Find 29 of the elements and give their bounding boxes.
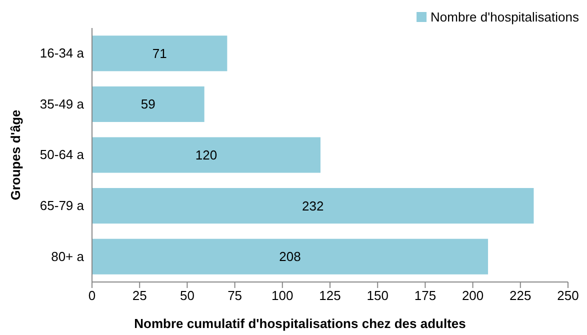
legend-label: Nombre d'hospitalisations — [430, 10, 580, 24]
data-label: 120 — [195, 148, 218, 162]
x-tick-label: 200 — [462, 288, 484, 304]
x-tick-label: 125 — [319, 288, 341, 304]
x-tick-label: 25 — [132, 288, 147, 304]
data-label: 208 — [279, 249, 301, 264]
x-tick-label: 150 — [366, 288, 388, 304]
data-label: 71 — [152, 46, 167, 61]
bar — [92, 238, 488, 274]
x-tick-label: 0 — [88, 288, 96, 304]
x-tick-label: 250 — [557, 288, 579, 304]
x-tick-label: 100 — [272, 288, 294, 304]
bar — [92, 188, 534, 224]
bar — [92, 86, 204, 122]
y-tick-label: 65-79 a — [40, 198, 85, 213]
y-tick-label: 16-34 a — [40, 46, 85, 61]
y-axis-title: Groupes d'âge — [8, 110, 23, 200]
y-tick-label: 35-49 a — [40, 96, 85, 112]
data-label: 59 — [140, 96, 156, 112]
x-axis-title: Nombre cumulatif d'hospitalisations chez des adultes — [134, 316, 466, 331]
x-tick-label: 175 — [414, 288, 436, 304]
data-label: 232 — [302, 198, 324, 214]
x-tick-label: 75 — [228, 288, 242, 304]
x-tick-label: 225 — [510, 288, 532, 304]
y-tick-label: 50-64 a — [40, 147, 85, 162]
x-tick-label: 50 — [180, 288, 194, 304]
y-tick-label: 80+ a — [51, 248, 85, 264]
bar — [92, 137, 320, 173]
bar — [92, 36, 228, 72]
